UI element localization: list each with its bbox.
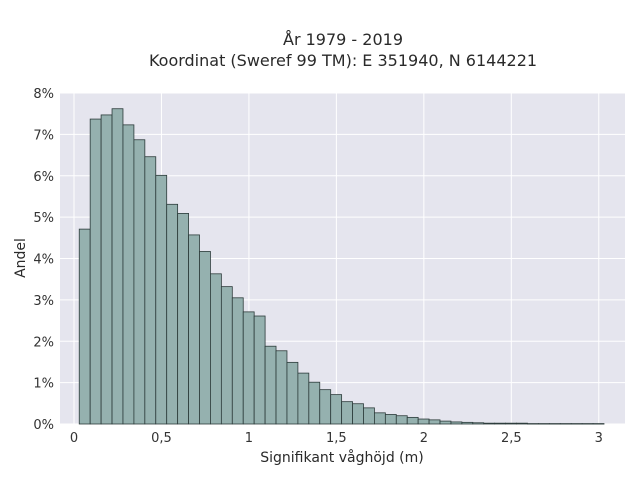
y-tick-label: 6%: [33, 170, 54, 185]
histogram-bar: [581, 423, 594, 425]
histogram-bar: [592, 423, 605, 425]
histogram-bar: [417, 418, 430, 425]
y-tick-label: 4%: [33, 253, 54, 268]
x-tick-label: 0: [70, 431, 78, 446]
histogram-bar: [363, 407, 375, 425]
histogram-bar: [286, 361, 299, 425]
x-tick-label: 0,5: [151, 431, 172, 446]
histogram-bar: [89, 118, 102, 425]
histogram-bar: [406, 416, 419, 425]
histogram-bar: [352, 403, 364, 425]
histogram-bar: [483, 422, 496, 425]
histogram-bar: [494, 422, 507, 425]
histogram-bar: [472, 422, 485, 425]
histogram-bar: [548, 423, 561, 425]
chart-title-line1: År 1979 - 2019: [283, 30, 403, 49]
histogram-bar: [461, 421, 474, 425]
histogram-bar: [538, 423, 550, 425]
y-tick-label: 3%: [33, 294, 54, 309]
histogram-bar: [516, 422, 528, 425]
y-tick-label: 5%: [33, 211, 54, 226]
histogram-bar: [111, 108, 124, 425]
histogram-bar: [78, 228, 91, 425]
histogram-bar: [505, 422, 517, 425]
histogram-bar: [122, 124, 135, 425]
histogram-bar: [308, 381, 321, 425]
histogram-bar: [570, 423, 583, 425]
x-tick-label: 2,5: [501, 431, 522, 446]
histogram-bar: [428, 419, 441, 425]
y-tick-label: 0%: [33, 418, 54, 433]
histogram-bar: [188, 234, 200, 425]
histogram-bar: [319, 389, 332, 425]
histogram-bar: [177, 213, 189, 425]
histogram-bar: [253, 315, 266, 425]
y-tick-label: 2%: [33, 335, 54, 350]
x-tick-label: 2: [420, 431, 428, 446]
y-axis-label: Andel: [13, 238, 29, 278]
y-tick-label: 1%: [33, 377, 54, 392]
y-tick-label: 7%: [33, 128, 54, 143]
chart-title-line2: Koordinat (Sweref 99 TM): E 351940, N 61…: [149, 51, 537, 70]
histogram-bar: [242, 311, 255, 425]
histogram-bar: [527, 423, 539, 425]
histogram-bar: [133, 139, 146, 425]
histogram-bar: [439, 420, 452, 425]
histogram-bar: [384, 414, 397, 425]
histogram-bar: [144, 156, 157, 425]
histogram-bar: [155, 174, 168, 425]
histogram-bar: [231, 297, 244, 425]
histogram-bar: [100, 114, 113, 425]
x-tick-label: 1,5: [326, 431, 347, 446]
histogram-bar: [450, 421, 463, 425]
histogram-bar: [395, 415, 408, 425]
x-axis-label: Signifikant våghöjd (m): [260, 449, 423, 466]
histogram-bar: [199, 251, 211, 425]
x-tick-label: 3: [595, 431, 603, 446]
histogram-bar: [374, 412, 386, 425]
x-tick-label: 1: [245, 431, 253, 446]
histogram-bar: [166, 203, 179, 425]
histogram-bar: [341, 401, 353, 425]
histogram-bar: [210, 273, 222, 425]
histogram-bar: [275, 350, 288, 425]
y-tick-label: 8%: [33, 87, 54, 102]
histogram-bar: [297, 372, 310, 425]
histogram-bar: [220, 286, 233, 425]
histogram-bar: [330, 394, 343, 425]
histogram-bar: [559, 423, 572, 425]
histogram-bar: [264, 345, 277, 425]
